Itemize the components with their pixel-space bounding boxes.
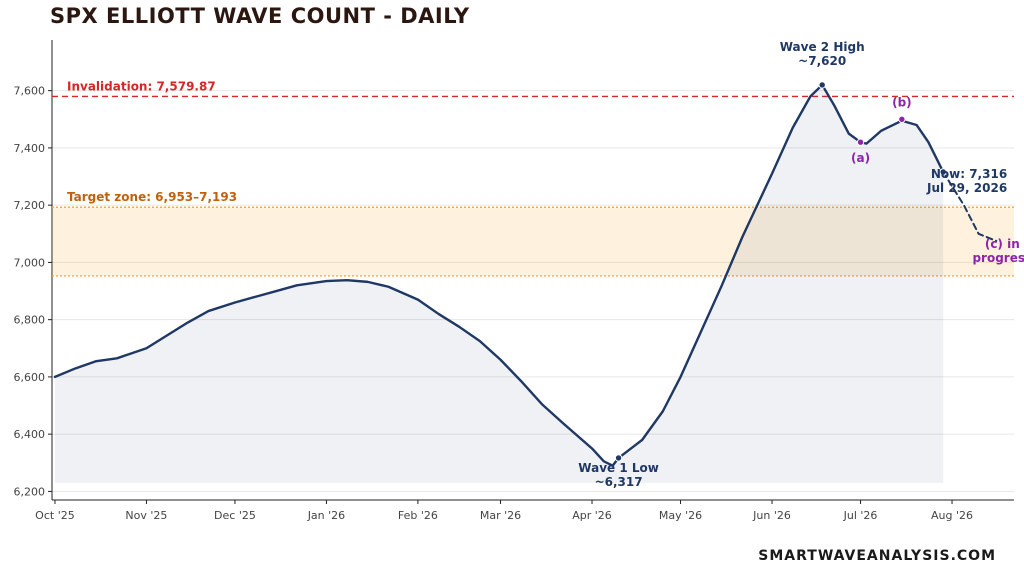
y-tick-label: 6,800 xyxy=(14,314,46,327)
annotation-marker xyxy=(939,168,947,176)
x-tick-label: Mar '26 xyxy=(480,509,521,522)
x-tick-label: Oct '25 xyxy=(35,509,75,522)
annotation-label: Jul 29, 2026 xyxy=(926,181,1007,195)
x-tick-label: Nov '25 xyxy=(125,509,167,522)
x-tick-label: Jan '26 xyxy=(307,509,345,522)
y-tick-label: 6,600 xyxy=(14,371,46,384)
y-tick-label: 7,000 xyxy=(14,256,46,269)
annotation-label: Now: 7,316 xyxy=(931,167,1007,181)
x-tick-label: Aug '26 xyxy=(931,509,973,522)
x-tick-label: Dec '25 xyxy=(214,509,256,522)
annotation-marker xyxy=(898,115,906,123)
y-tick-label: 7,600 xyxy=(14,85,46,98)
annotation-label: progress xyxy=(972,251,1024,265)
x-tick-label: May '26 xyxy=(659,509,702,522)
annotation-marker xyxy=(856,138,865,146)
annotation-label: ~6,317 xyxy=(595,475,643,489)
y-tick-label: 6,200 xyxy=(14,485,46,498)
x-tick-label: Feb '26 xyxy=(398,509,438,522)
annotation-label: Wave 2 High xyxy=(780,40,865,54)
annotation-marker xyxy=(818,81,826,89)
price-line xyxy=(53,83,945,467)
invalidation-label: Invalidation: 7,579.87 xyxy=(67,79,216,93)
annotation-label: (a) xyxy=(851,151,870,165)
x-tick-label: Jul '26 xyxy=(843,509,878,522)
annotation-label: (b) xyxy=(892,95,912,109)
annotation-marker xyxy=(614,454,623,462)
target-zone-label: Target zone: 6,953–7,193 xyxy=(67,190,237,204)
annotation-label: (c) in xyxy=(985,237,1020,251)
y-tick-label: 7,400 xyxy=(14,142,46,155)
chart-title: SPX ELLIOTT WAVE COUNT - DAILY xyxy=(50,4,470,28)
y-tick-label: 7,200 xyxy=(14,199,46,212)
annotation-label: Wave 1 Low xyxy=(578,461,659,475)
y-tick-label: 6,400 xyxy=(14,428,46,441)
projection-line xyxy=(942,170,998,242)
annotation-label: ~7,620 xyxy=(798,54,846,68)
price-area-fill xyxy=(54,84,944,483)
brand-watermark: SMARTWAVEANALYSIS.COM xyxy=(758,548,996,564)
x-tick-label: Apr '26 xyxy=(572,509,612,522)
x-tick-label: Jun '26 xyxy=(752,509,791,522)
target-zone-band xyxy=(52,207,1014,276)
